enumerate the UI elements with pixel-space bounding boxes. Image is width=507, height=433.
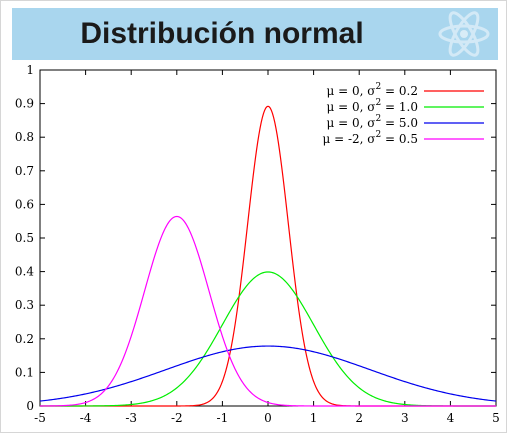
axis-ticks: -5 -4 -3 -2 -1 0 1 2 3 4 5 0 0.1 0.2 0.3 0.4 0.5 0.6 0.7 0.… <box>15 63 500 425</box>
x-tick-label: -3 <box>125 411 137 425</box>
y-tick-label: 0.1 <box>15 365 34 379</box>
y-tick-label: 0.8 <box>15 130 34 144</box>
y-tick-label: 0.6 <box>15 197 34 211</box>
series-curves <box>39 105 497 407</box>
x-tick-label: 3 <box>401 411 409 425</box>
x-tick-label: -1 <box>217 411 229 425</box>
x-tick-label: -4 <box>80 411 92 425</box>
series-line <box>40 105 496 407</box>
y-tick-label: 1 <box>26 63 34 77</box>
legend-label: μ = 0, σ2 = 1.0 <box>327 98 418 114</box>
y-tick-label: 0.7 <box>15 164 34 178</box>
x-tick-label: 4 <box>447 411 455 425</box>
legend: μ = 0, σ2 = 0.2μ = 0, σ2 = 1.0μ = 0, σ2 … <box>322 82 484 146</box>
x-tick-label: 1 <box>310 411 318 425</box>
x-tick-label: 5 <box>492 411 500 425</box>
y-tick-label: 0.3 <box>15 298 34 312</box>
legend-label: μ = 0, σ2 = 0.2 <box>327 82 418 98</box>
y-tick-label: 0.2 <box>15 332 34 346</box>
legend-label: μ = 0, σ2 = 5.0 <box>327 114 418 130</box>
series-line <box>39 345 497 402</box>
y-tick-label: 0 <box>26 399 34 413</box>
y-tick-label: 0.5 <box>15 231 34 245</box>
x-tick-label: -2 <box>171 411 183 425</box>
y-tick-label: 0.9 <box>15 97 34 111</box>
x-tick-label: 2 <box>355 411 363 425</box>
x-tick-label: 0 <box>264 411 272 425</box>
page-title: Distribución normal <box>80 17 364 50</box>
series-line <box>39 215 496 407</box>
y-tick-label: 0.4 <box>15 265 34 279</box>
legend-label: μ = -2, σ2 = 0.5 <box>322 130 418 146</box>
header-banner: Distribución normal <box>12 8 498 60</box>
plot-area <box>39 69 497 407</box>
atom-icon <box>438 11 490 57</box>
x-tick-label: -5 <box>34 411 46 425</box>
